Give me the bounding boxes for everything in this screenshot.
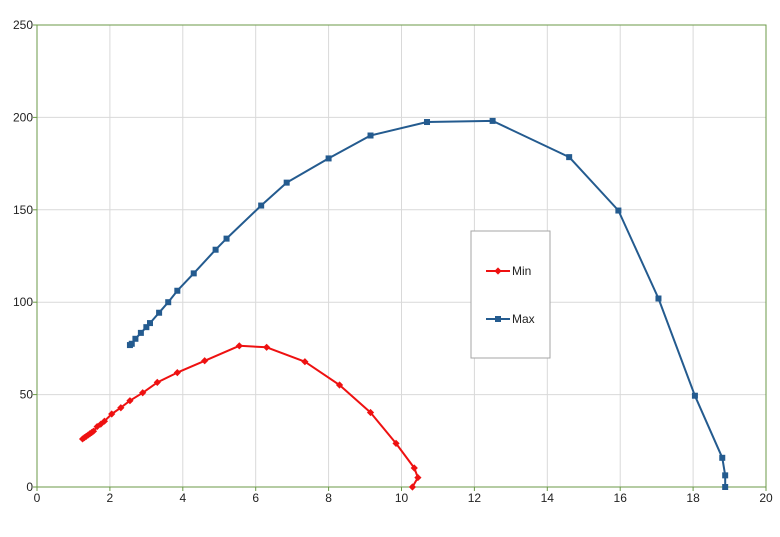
x-tick-label: 0 — [34, 491, 41, 505]
data-point-max — [258, 202, 265, 209]
data-point-max — [190, 270, 197, 277]
data-point-max — [615, 207, 622, 214]
data-point-max — [223, 235, 230, 242]
data-point-max — [132, 335, 139, 342]
data-point-min — [201, 357, 209, 365]
data-point-max — [489, 117, 496, 124]
data-point-max — [722, 472, 729, 479]
x-tick-label: 20 — [759, 491, 773, 505]
data-point-max — [146, 320, 153, 327]
data-point-min — [173, 369, 181, 377]
series-line-max — [129, 119, 727, 487]
data-point-max — [212, 246, 219, 253]
data-point-max — [143, 324, 150, 331]
data-point-min — [117, 404, 125, 412]
data-point-min — [366, 408, 375, 417]
x-axis-ticks: 0 2 4 6 8 10 12 14 16 18 20 — [34, 487, 773, 505]
y-tick-label: 100 — [13, 295, 33, 309]
x-tick-label: 6 — [252, 491, 259, 505]
legend-marker-max — [495, 316, 501, 322]
y-tick-label: 150 — [13, 203, 33, 217]
data-point-max — [325, 155, 332, 162]
data-point-min — [408, 483, 417, 491]
series-max — [126, 117, 729, 490]
legend-entry-min: Min — [486, 264, 531, 278]
data-point-max — [367, 132, 374, 139]
y-axis-ticks: 0 50 100 150 200 250 — [13, 18, 37, 494]
data-point-max — [719, 454, 726, 461]
data-point-max — [174, 287, 181, 294]
data-point-max — [283, 179, 290, 186]
data-point-max — [655, 295, 662, 302]
data-point-min — [108, 410, 116, 418]
x-tick-label: 16 — [614, 491, 628, 505]
y-tick-label: 0 — [26, 480, 33, 494]
data-point-max — [128, 340, 135, 347]
data-point-max — [722, 484, 729, 490]
data-point-min — [410, 464, 418, 472]
x-tick-label: 12 — [468, 491, 482, 505]
legend-label-min: Min — [512, 264, 531, 278]
x-tick-label: 10 — [395, 491, 409, 505]
data-point-min — [392, 439, 400, 447]
series-min — [78, 342, 422, 491]
data-point-min — [235, 342, 243, 350]
data-point-min — [89, 427, 98, 435]
legend-marker-min — [494, 267, 502, 275]
data-point-min — [153, 378, 161, 387]
data-point-min — [97, 420, 105, 428]
y-tick-label: 200 — [13, 110, 33, 124]
data-point-max — [424, 119, 431, 126]
x-tick-label: 8 — [325, 491, 332, 505]
data-point-max — [156, 309, 163, 316]
data-point-min — [335, 381, 344, 389]
legend-label-max: Max — [512, 312, 535, 326]
x-tick-label: 4 — [179, 491, 186, 505]
data-point-min — [301, 358, 309, 366]
legend-entry-max: Max — [486, 312, 535, 326]
data-point-max — [165, 299, 172, 306]
data-point-max — [691, 392, 698, 399]
y-tick-label: 50 — [20, 388, 34, 402]
data-point-min — [263, 343, 271, 351]
series-layer — [78, 117, 729, 491]
gridlines — [37, 25, 766, 487]
data-point-max — [566, 154, 573, 161]
x-tick-label: 2 — [107, 491, 114, 505]
x-tick-label: 14 — [541, 491, 555, 505]
data-point-max — [137, 329, 144, 336]
legend-box — [470, 230, 551, 359]
data-point-min — [93, 422, 101, 431]
legend: Min Max — [470, 230, 551, 359]
y-tick-label: 250 — [13, 18, 33, 32]
data-point-min — [414, 473, 422, 482]
data-point-min — [100, 417, 109, 425]
x-tick-label: 18 — [686, 491, 700, 505]
data-point-min — [139, 389, 147, 397]
series-line-min — [82, 344, 419, 488]
data-point-min — [126, 397, 134, 405]
